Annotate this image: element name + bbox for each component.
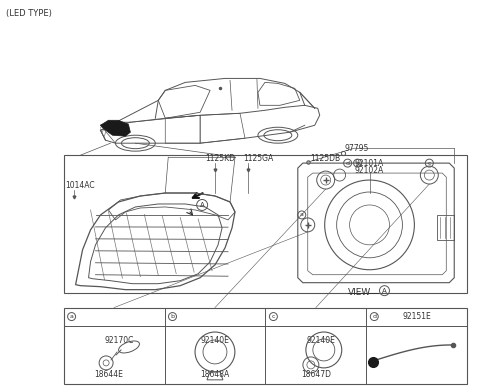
Text: 1125GA: 1125GA <box>243 154 273 163</box>
Text: VIEW: VIEW <box>348 288 371 297</box>
Text: 92102A: 92102A <box>355 166 384 175</box>
Text: A: A <box>382 288 387 294</box>
Text: 92101A: 92101A <box>355 159 384 168</box>
Text: b: b <box>170 314 175 319</box>
Text: 18647D: 18647D <box>301 370 331 379</box>
Text: (LED TYPE): (LED TYPE) <box>6 9 52 18</box>
Bar <box>64 308 467 384</box>
Text: 92151E: 92151E <box>402 312 431 321</box>
Text: 92140E: 92140E <box>306 335 335 344</box>
Text: d: d <box>372 314 376 319</box>
Text: 1014AC: 1014AC <box>66 181 95 190</box>
Text: 92170C: 92170C <box>104 335 134 344</box>
Text: c: c <box>428 161 431 166</box>
Text: 1125KD: 1125KD <box>205 154 235 163</box>
Text: 1125DB: 1125DB <box>310 154 340 163</box>
Text: a: a <box>300 212 304 217</box>
Text: a: a <box>70 314 73 319</box>
Text: 18644E: 18644E <box>95 370 123 379</box>
Text: d: d <box>346 161 349 166</box>
Text: c: c <box>272 314 275 319</box>
Text: b: b <box>356 161 360 166</box>
Polygon shape <box>100 120 131 136</box>
Text: 18648A: 18648A <box>200 370 229 379</box>
Text: 97795: 97795 <box>345 143 369 152</box>
Bar <box>64 155 467 292</box>
Bar <box>437 215 454 240</box>
Text: A: A <box>200 202 204 208</box>
Text: 92140E: 92140E <box>201 335 229 344</box>
